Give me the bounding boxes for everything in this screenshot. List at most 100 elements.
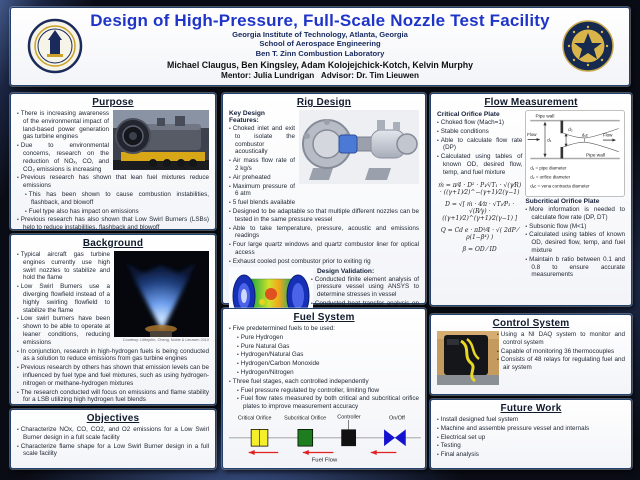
bullet-item: • Hydrogen/Carbon Monoxide bbox=[237, 360, 320, 368]
onoff-label: On/Off bbox=[389, 416, 405, 422]
bullet-item: • Final analysis bbox=[437, 451, 479, 459]
bullet-item: • Previous research by others has shown t… bbox=[17, 364, 209, 387]
bullet-item: • Low Swirl Burners use a diverging flowf… bbox=[17, 283, 110, 314]
bullet-item: • Exhaust cooled post combustor prior to … bbox=[229, 257, 371, 265]
bullet-item: • Electrical set up bbox=[437, 433, 486, 441]
bullet-item: • Consists of 48 relays for regulating fu… bbox=[497, 356, 625, 372]
bullet-item: • Machine and assemble pressure vessel an… bbox=[437, 424, 590, 432]
daq-hardware-photo bbox=[437, 331, 499, 385]
pipe-wall-top-label: Pipe wall bbox=[536, 113, 555, 119]
institution-line: Georgia Institute of Technology, Atlanta… bbox=[232, 29, 408, 39]
bullet-item: • Pure Natural Gas bbox=[237, 342, 290, 350]
bullet-item: • The research conducted will focus on em… bbox=[17, 388, 209, 404]
school-line: School of Aerospace Engineering bbox=[259, 39, 381, 49]
bullet-item: • Conducted finite element analysis of pr… bbox=[311, 275, 419, 299]
bullet-item: • Able to calculate flow rate (DP) bbox=[437, 136, 523, 152]
bullet-item: • Previous research has also shown that L… bbox=[17, 216, 209, 232]
bullet-item: • Calculated using tables of known OD, de… bbox=[525, 231, 625, 254]
bullet-item: • Calculated using tables of known OD, de… bbox=[437, 153, 523, 176]
bullet-item: • Fuel flow rates measured by both critic… bbox=[237, 395, 419, 411]
bullet-item: • Due to environmental concerns, research… bbox=[17, 142, 109, 173]
legend-dvc: dᵥc = vena contracta diameter bbox=[531, 183, 591, 188]
bullet-item: • Choked inlet and exit to isolate the co… bbox=[229, 125, 295, 156]
bullet-item: • Five predetermined fuels to be used: bbox=[229, 325, 335, 332]
bullet-item: • Hydrogen/Natural Gas bbox=[237, 351, 304, 359]
fuel-flow-diagram: Critical Orifice Subcritical Orifice Con… bbox=[229, 415, 421, 463]
flow-left-label: Flow bbox=[527, 132, 537, 137]
bullet-item: • Air preheated bbox=[229, 173, 271, 181]
bullet-item: • Hydrogen/Nitrogen bbox=[237, 368, 294, 376]
bullet-item: • 5 fuel blends available bbox=[229, 199, 296, 207]
diameter-formula: D = √[ ṁ · 4⁄π · √T₁⁄P₁ · √(R⁄γ) · ((γ+1… bbox=[442, 200, 518, 222]
bullet-item: • Install designed fuel system bbox=[437, 416, 519, 423]
bullet-item: • Testing bbox=[437, 442, 461, 450]
bullet-item: • Characterize NOx, CO, CO2, and O2 emiss… bbox=[17, 426, 209, 441]
critical-orifice-list: • Choked flow (Mach=1) • Stable conditions •… bbox=[437, 119, 522, 177]
bullet-item: • Using a NI DAQ system to monitor and co… bbox=[497, 331, 625, 346]
onoff-valve-icon bbox=[384, 429, 406, 447]
bullet-item: • Maintain b ratio between 0.1 and 0.8 to… bbox=[525, 255, 625, 279]
flow-measurement-title: Flow Measurement bbox=[484, 97, 578, 108]
gas-turbine-photo bbox=[113, 110, 209, 170]
critical-orifice-heading: Critical Orifice Plate bbox=[437, 111, 500, 118]
flow-right-label: Flow bbox=[603, 132, 613, 137]
rig-features-list: • Choked inlet and exit to isolate the co… bbox=[229, 125, 419, 207]
header-panel: Design of High-Pressure, Full-Scale Nozz… bbox=[10, 7, 630, 86]
lab-line: Ben T. Zinn Combustion Laboratory bbox=[255, 48, 385, 58]
bullet-item: • In conjunction, research in high-hydrog… bbox=[17, 347, 209, 363]
flame-figure: Courtesy: Littlejohn, Cheng, Noble & Lie… bbox=[114, 251, 209, 342]
background-title: Background bbox=[82, 238, 144, 249]
subcritical-orifice-label: Subcritical Orifice bbox=[284, 416, 326, 422]
subcritical-orifice-list: • More information is needed to calculate… bbox=[525, 206, 625, 279]
fuel-flow-label: Fuel Flow bbox=[312, 457, 338, 463]
flow-measurement-section: Flow Measurement Critical Orifice Plate … bbox=[430, 93, 632, 306]
purpose-section: Purpose • There is increasing awareness o… bbox=[10, 93, 216, 232]
flame-caption: Courtesy: Littlejohn, Cheng, Noble & Lie… bbox=[122, 338, 209, 342]
bullet-item: • Subsonic flow (M<1) bbox=[525, 222, 587, 230]
bullet-item: • Choked flow (Mach=1) bbox=[437, 119, 504, 126]
controller-symbol bbox=[341, 429, 357, 447]
bullet-item: • This has been shown to cause combustion… bbox=[25, 190, 209, 206]
bullet-item: • Air mass flow rate of 2 kg/s bbox=[229, 157, 295, 172]
georgia-tech-seal-logo bbox=[27, 18, 83, 74]
bullet-item: • Designed to be adaptable so that multip… bbox=[229, 207, 419, 223]
objectives-bullet-list: • Characterize NOx, CO, CO2, and O2 emiss… bbox=[17, 426, 209, 458]
rig-design-title: Rig Design bbox=[296, 97, 352, 108]
bullet-item: • There is increasing awareness of the en… bbox=[17, 110, 109, 141]
background-bullet-list: • Typical aircraft gas turbine engines cu… bbox=[17, 251, 209, 404]
mass-flow-formula: ṁ = π⁄4 · D² · P₁⁄√T₁ · √(γ⁄R) · ((γ+1)⁄… bbox=[438, 181, 522, 196]
bullet-item: • Able to take temperature, pressure, aco… bbox=[229, 224, 419, 240]
bullet-item: • Capable of monitoring 36 thermocouples bbox=[497, 347, 615, 355]
legend-d2: d₂ = orifice diameter bbox=[531, 175, 571, 180]
control-bullet-list: • Using a NI DAQ system to monitor and co… bbox=[437, 331, 625, 372]
bullet-item: • Previous research has shown that lean f… bbox=[17, 174, 209, 190]
bullet-item: • Low swirl burners have been shown to be… bbox=[17, 315, 110, 346]
bullet-item: • Characterize flame shape for a Low Swir… bbox=[17, 442, 209, 458]
volumetric-flow-formula: Q = C𝑑 e · πD²⁄4 · √( 2dP ⁄ ρ(1−β⁴) ) bbox=[440, 226, 519, 241]
controller-label: Controller bbox=[337, 415, 361, 421]
dvc-label: dᵥc bbox=[582, 132, 589, 137]
d2-label: d₂ bbox=[569, 127, 574, 133]
bullet-item: • Three fuel stages, each controlled inde… bbox=[229, 377, 369, 385]
fuel-system-title: Fuel System bbox=[293, 312, 355, 323]
control-system-section: Control System • Using a NI DAQ system to… bbox=[430, 314, 632, 395]
bullet-item: • Pure Hydrogen bbox=[237, 333, 284, 341]
bullet-item: • Stable conditions bbox=[437, 127, 489, 135]
flow-direction-arrows bbox=[248, 450, 397, 455]
orifice-plate-diagram: Pipe wall Flow d₁ d₂ bbox=[525, 110, 626, 197]
fuel-bullet-list: • Five predetermined fuels to be used: • Pu… bbox=[229, 325, 419, 411]
purpose-title: Purpose bbox=[92, 97, 134, 108]
rig-features-list-2: • Designed to be adaptable so that multip… bbox=[229, 208, 419, 266]
d1-label: d₁ bbox=[547, 138, 552, 144]
objectives-section: Objectives • Characterize NOx, CO, CO2, a… bbox=[10, 409, 216, 469]
legend-d1: d₁ = pipe diameter bbox=[531, 166, 568, 171]
authors-line: Michael Claugus, Ben Kingsley, Adam Kolo… bbox=[167, 60, 473, 71]
control-system-title: Control System bbox=[492, 318, 570, 329]
poster-title: Design of High-Pressure, Full-Scale Nozz… bbox=[90, 11, 550, 30]
pipe-wall-bottom-label: Pipe wall bbox=[586, 152, 605, 158]
rig-cad-image bbox=[299, 110, 419, 184]
rig-design-section: Rig Design Key Design Features: • Choked … bbox=[222, 93, 426, 330]
bullet-item: • Fuel type also has impact on emissions bbox=[25, 207, 139, 215]
bullet-item: • More information is needed to calculate… bbox=[525, 206, 625, 221]
